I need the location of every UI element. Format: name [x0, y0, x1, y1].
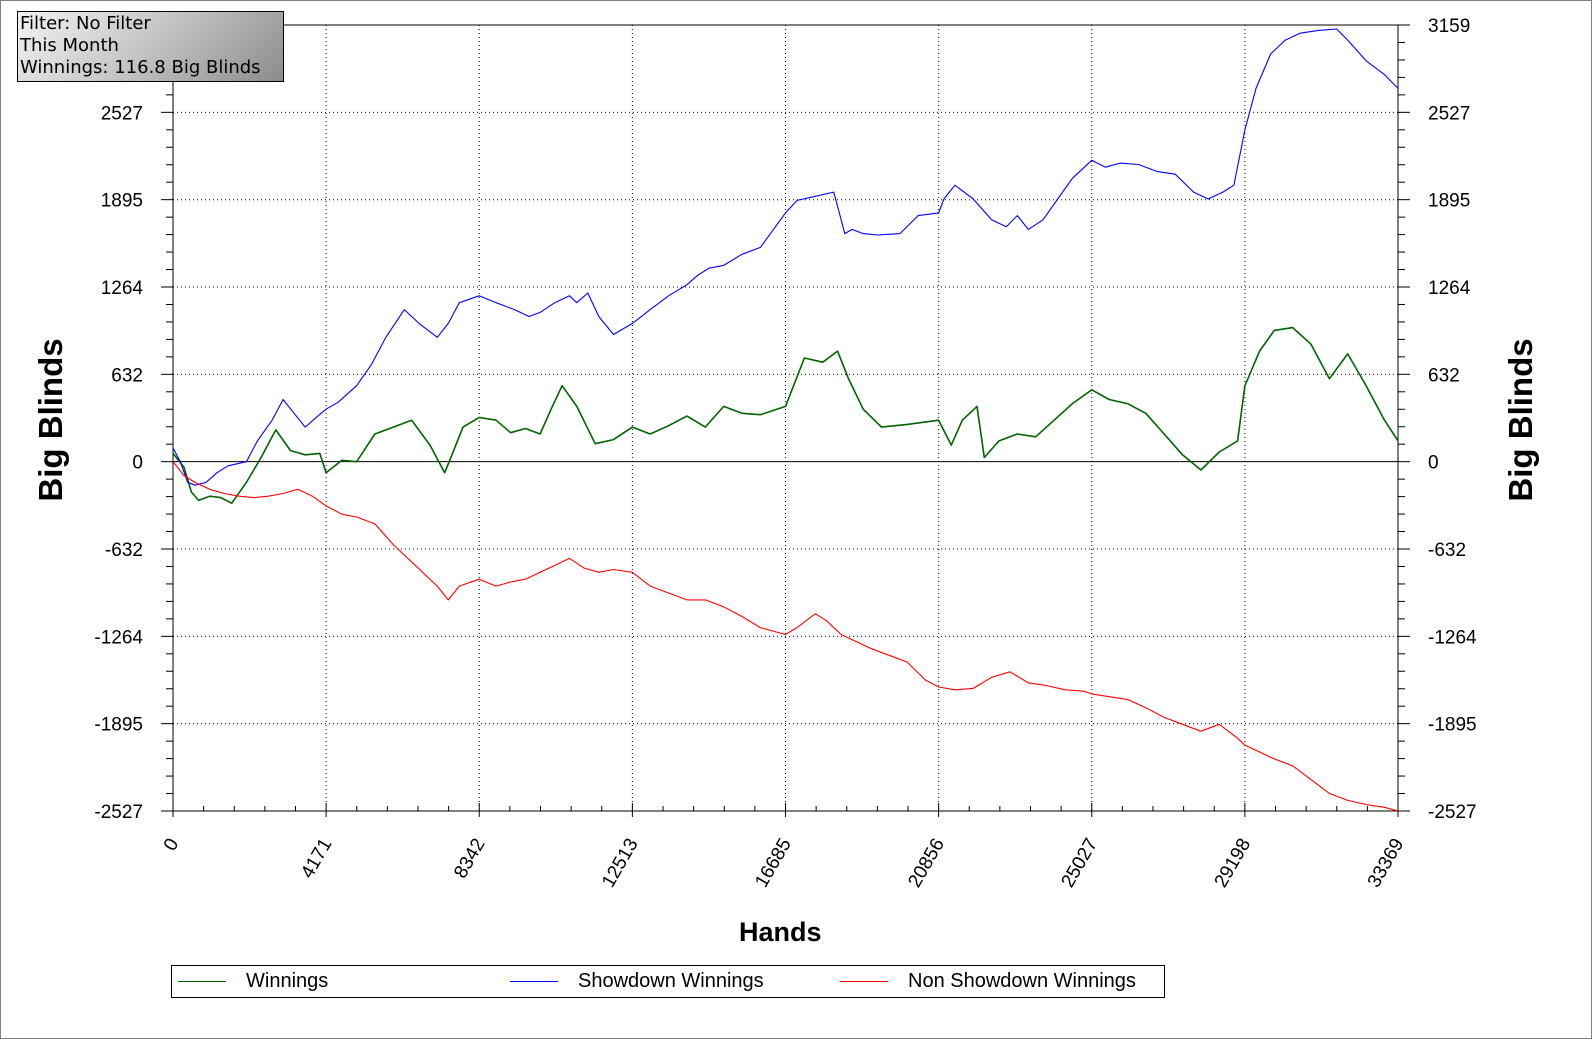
legend-swatch-non-showdown [840, 981, 888, 982]
y-tick-label-left: 1895 [101, 191, 143, 212]
series-line-winnings [172, 326, 1399, 505]
y-tick-label-right: 0 [1428, 453, 1439, 474]
legend-item-non-showdown: Non Showdown Winnings [840, 966, 1136, 997]
axes-layer [161, 24, 1410, 817]
x-tick-label: 8342 [450, 835, 489, 882]
x-tick-label: 25027 [1057, 835, 1102, 891]
y-tick-label-right: -1895 [1428, 715, 1477, 736]
y-tick-label-right: 1264 [1428, 278, 1471, 299]
y-tick-label-left: 0 [132, 453, 143, 474]
legend-label-showdown: Showdown Winnings [578, 970, 764, 992]
filter-text: Filter: No Filter [20, 13, 151, 34]
legend-item-winnings: Winnings [178, 966, 328, 997]
y-axis-label-right: Big Blinds [1502, 338, 1539, 502]
y-tick-label-right: 2527 [1428, 103, 1470, 124]
x-tick-label: 20856 [904, 835, 949, 891]
y-tick-label-right: 3159 [1428, 16, 1470, 37]
y-tick-label-right: -2527 [1428, 802, 1477, 823]
legend-swatch-winnings [178, 981, 226, 982]
y-tick-label-right: -632 [1428, 540, 1466, 561]
legend-item-showdown: Showdown Winnings [510, 966, 764, 997]
x-tick-label: 4171 [297, 835, 336, 882]
series-layer [172, 28, 1399, 812]
x-tick-label: 0 [160, 835, 183, 855]
y-tick-label-right: 632 [1428, 365, 1460, 386]
legend-label-non-showdown: Non Showdown Winnings [908, 970, 1136, 992]
y-tick-label-left: 632 [111, 365, 143, 386]
legend-label-winnings: Winnings [246, 970, 329, 992]
y-tick-label-left: -2527 [94, 802, 143, 823]
info-box: Filter: No Filter This Month Winnings: 1… [17, 11, 284, 82]
y-tick-label-left: -632 [105, 540, 143, 561]
y-tick-label-right: 1895 [1428, 191, 1470, 212]
x-tick-label: 33369 [1364, 835, 1409, 891]
x-axis-label: Hands [739, 917, 822, 947]
series-line-non-showdown-winnings [172, 461, 1399, 812]
x-tick-label: 29198 [1211, 835, 1256, 891]
y-tick-label-left: 2527 [101, 103, 143, 124]
y-tick-label-right: -1264 [1428, 627, 1477, 648]
x-tick-label: 12513 [598, 835, 643, 891]
x-tick-label: 16685 [751, 835, 796, 891]
y-axis-label-left: Big Blinds [32, 338, 69, 502]
y-tick-label-left: 1264 [101, 278, 144, 299]
period-text: This Month [20, 35, 119, 56]
grid-layer [173, 25, 1398, 811]
legend-swatch-showdown [510, 981, 558, 982]
y-tick-label-left: -1264 [94, 627, 143, 648]
winnings-text: Winnings: 116.8 Big Blinds [20, 57, 261, 78]
y-tick-label-left: -1895 [94, 715, 143, 736]
legend: Winnings Showdown Winnings Non Showdown … [171, 965, 1165, 998]
series-line-showdown-winnings [172, 28, 1399, 486]
